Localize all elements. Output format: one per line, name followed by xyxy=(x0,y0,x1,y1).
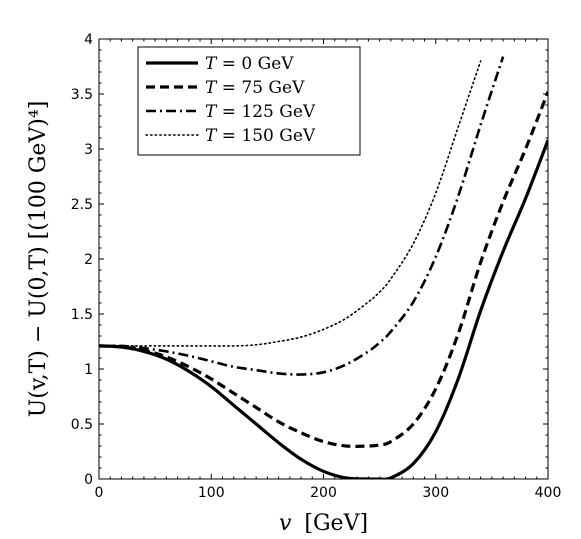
y-tick-label: 4 xyxy=(84,32,93,48)
x-axis-label: v [GeV] xyxy=(279,511,368,536)
y-tick-label: 3.5 xyxy=(71,87,93,103)
x-tick-label: 400 xyxy=(535,485,562,501)
x-tick-label: 0 xyxy=(95,485,104,501)
y-tick-label: 0.5 xyxy=(71,417,93,433)
x-tick-label: 300 xyxy=(422,485,449,501)
y-tick-label: 1 xyxy=(84,362,93,378)
series-line-dashdot xyxy=(99,56,505,376)
y-tick-label: 1.5 xyxy=(71,307,93,323)
legend: T = 0 GeV T = 75 GeV T = 125 GeV T = 150 Ge… xyxy=(137,46,361,156)
y-tick-label: 2.5 xyxy=(71,197,93,213)
y-tick-label: 0 xyxy=(84,472,93,488)
ticks-layer: 0 100 200 300 400 0 0.5 1 1.5 2 2.5 3 3.5 4 xyxy=(71,32,562,501)
y-tick-label: 2 xyxy=(84,252,93,268)
series-line-solid xyxy=(99,139,548,479)
legend-label: T = 0 GeV xyxy=(205,54,294,74)
legend-label: T = 125 GeV xyxy=(205,102,316,122)
legend-label: T = 75 GeV xyxy=(205,78,305,98)
legend-items: T = 0 GeV T = 75 GeV T = 125 GeV T = 150 Ge… xyxy=(145,54,316,146)
series-layer xyxy=(99,56,548,479)
legend-label: T = 150 GeV xyxy=(205,126,316,146)
y-tick-label: 3 xyxy=(84,142,93,158)
x-axis-label-var: v xyxy=(279,511,292,536)
y-axis-label: U(v,T) − U(0,T) [(100 GeV)⁴] xyxy=(26,101,51,418)
x-tick-label: 100 xyxy=(198,485,225,501)
x-tick-label: 200 xyxy=(310,485,337,501)
series-line-dotted xyxy=(99,60,482,347)
series-line-dashed xyxy=(99,91,548,448)
x-axis-label-unit: [GeV] xyxy=(304,511,368,536)
legend-box xyxy=(137,46,361,156)
